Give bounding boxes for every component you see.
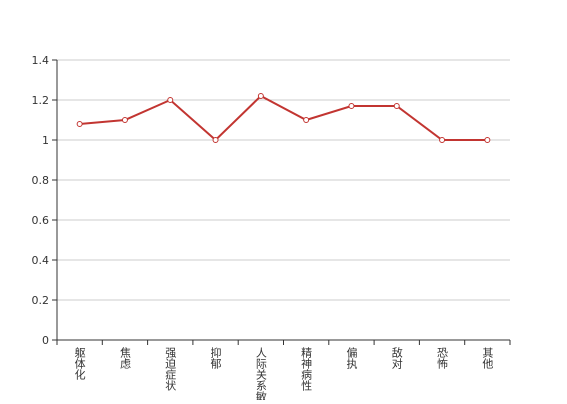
x-tick-label: 敌对: [390, 346, 403, 369]
x-tick-label: 焦虑: [118, 347, 131, 369]
y-tick-label: 1: [42, 134, 49, 147]
x-tick-label: 人际关系敏感: [254, 347, 267, 400]
data-point: [121, 117, 128, 123]
x-tick-label: 恐怖: [436, 347, 449, 369]
x-tick-label: 其他: [481, 347, 494, 369]
data-point: [348, 103, 355, 109]
x-tick-label: 躯体化: [73, 347, 86, 381]
y-tick-label: 0.2: [32, 294, 50, 307]
data-point: [212, 137, 219, 143]
data-point: [76, 121, 83, 127]
y-tick-label: 0.8: [32, 174, 50, 187]
data-point: [257, 93, 264, 99]
data-point: [303, 117, 310, 123]
y-tick-label: 0: [42, 334, 49, 347]
data-point: [167, 97, 174, 103]
data-point: [439, 137, 446, 143]
x-tick-label: 精神病性: [300, 347, 313, 392]
y-tick-label: 0.4: [32, 254, 50, 267]
y-tick-label: 1.4: [32, 54, 50, 67]
data-point: [393, 103, 400, 109]
x-tick-label: 抑郁: [209, 346, 222, 369]
data-point: [484, 137, 491, 143]
series-line: [79, 94, 488, 142]
y-tick-label: 0.6: [32, 214, 50, 227]
x-tick-label: 强迫症状: [164, 347, 177, 391]
x-tick-label: 偏执: [345, 346, 358, 370]
y-tick-label: 1.2: [32, 94, 50, 107]
